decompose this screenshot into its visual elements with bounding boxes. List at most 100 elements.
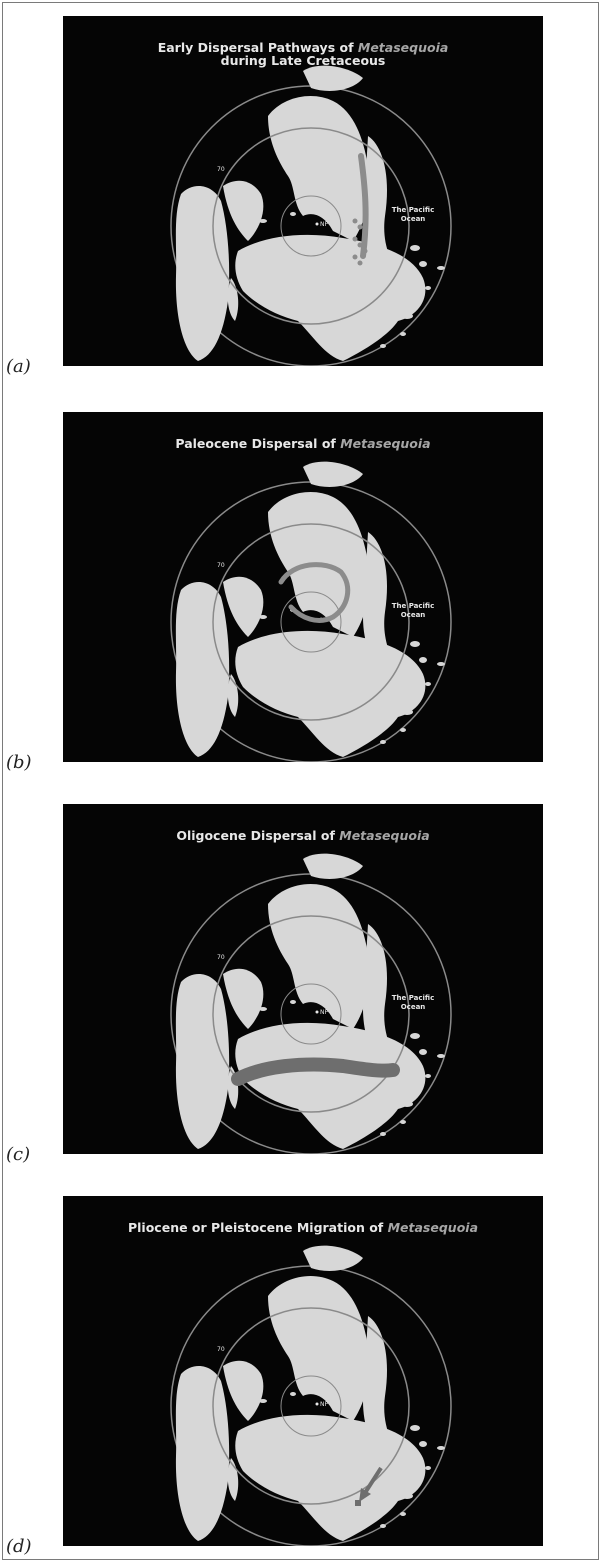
landmasses — [175, 65, 445, 361]
latitude-circle — [212, 1307, 410, 1505]
migration-arrow-head — [359, 1488, 371, 1502]
island — [425, 286, 431, 290]
island — [380, 1132, 386, 1136]
island — [400, 728, 406, 732]
dispersal-pathway — [278, 562, 351, 623]
polar-map: Oligocene Dispersal of Metasequoia 70 NP Th… — [63, 804, 543, 1154]
latitude-label: 70 — [217, 1346, 225, 1353]
fossil-locality-marker — [357, 260, 363, 266]
island — [425, 1074, 431, 1078]
island — [410, 1033, 420, 1039]
refugium-marker — [355, 1500, 361, 1506]
landmass-north-america — [268, 1276, 370, 1421]
panel-letter: (d) — [6, 1536, 32, 1557]
landmass-asia — [235, 1414, 426, 1541]
landmass-africa — [175, 973, 230, 1149]
island — [400, 332, 406, 336]
island — [290, 212, 296, 216]
landmass-arctic-island — [303, 853, 363, 879]
landmasses — [175, 461, 445, 757]
landmass-africa — [175, 1365, 230, 1541]
fossil-locality-marker — [362, 230, 368, 236]
island — [437, 266, 445, 270]
panel-title: Early Dispersal Pathways of Metasequoia — [158, 40, 449, 55]
map-panel: Oligocene Dispersal of Metasequoia 70 NP Th… — [0, 804, 603, 1174]
landmass-asia — [235, 630, 426, 757]
landmass-europe — [223, 1360, 264, 1421]
island — [259, 1007, 267, 1011]
panel-letter: (c) — [6, 1144, 31, 1165]
ocean-label: Ocean — [401, 611, 426, 619]
island — [437, 1054, 445, 1058]
landmass-asia — [235, 234, 426, 361]
panel-title: Pliocene or Pleistocene Migration of Met… — [128, 1220, 478, 1235]
latitude-circle — [212, 127, 410, 325]
dispersal-pathway — [358, 153, 369, 259]
island — [380, 1524, 386, 1528]
island — [419, 261, 427, 267]
landmass-arctic-island — [303, 1245, 363, 1271]
island — [259, 1399, 267, 1403]
island — [380, 344, 386, 348]
pole-marker — [315, 1010, 319, 1014]
landmass-north-america — [268, 884, 370, 1029]
landmass-arctic-island — [303, 461, 363, 487]
latitude-circle — [212, 915, 410, 1113]
fossil-locality-marker — [357, 224, 363, 230]
landmass-north-america — [268, 96, 370, 241]
ocean-label: Ocean — [401, 215, 426, 223]
panel-letter: (a) — [6, 356, 31, 377]
taxon-name: Metasequoia — [388, 1220, 478, 1235]
pole-label: NP — [320, 1009, 328, 1016]
taxon-name: Metasequoia — [358, 40, 448, 55]
island — [259, 219, 267, 223]
landmass-africa — [175, 581, 230, 757]
latitude-label: 70 — [217, 954, 225, 961]
panel-title: Oligocene Dispersal of Metasequoia — [176, 828, 429, 843]
latitude-label: 70 — [217, 562, 225, 569]
map-panel: Paleocene Dispersal of Metasequoia 70 NP Th… — [0, 412, 603, 782]
island — [425, 1466, 431, 1470]
island — [419, 1049, 427, 1055]
pole-label: NP — [320, 1401, 328, 1408]
island — [290, 1392, 296, 1396]
pole-label: NP — [320, 221, 328, 228]
ocean-label: The Pacific — [392, 994, 435, 1002]
polar-circle — [280, 591, 342, 653]
island — [400, 1512, 406, 1516]
title-text: Pliocene or Pleistocene Migration of — [128, 1220, 388, 1235]
landmasses — [175, 1245, 445, 1541]
island — [290, 1000, 296, 1004]
island — [410, 641, 420, 647]
ocean-label: Ocean — [401, 1003, 426, 1011]
title-text: Oligocene Dispersal of — [176, 828, 339, 843]
landmass-africa — [175, 185, 230, 361]
polar-circle — [280, 195, 342, 257]
island — [419, 1441, 427, 1447]
island — [425, 682, 431, 686]
island — [259, 615, 267, 619]
map-panel: Early Dispersal Pathways of Metasequoia d… — [0, 16, 603, 386]
title-text: during Late Cretaceous — [221, 53, 386, 68]
landmass-europe — [223, 968, 264, 1029]
island — [410, 1425, 420, 1431]
latitude-label: 70 — [217, 166, 225, 173]
panel-letter: (b) — [6, 752, 32, 773]
landmasses — [175, 853, 445, 1149]
fossil-locality-marker — [352, 236, 358, 242]
landmass-europe — [223, 576, 264, 637]
polar-map: Pliocene or Pleistocene Migration of Met… — [63, 1196, 543, 1546]
island — [401, 1493, 413, 1499]
ocean-label: The Pacific — [392, 206, 435, 214]
pole-marker — [315, 1402, 319, 1406]
panel-title: Paleocene Dispersal of Metasequoia — [175, 436, 430, 451]
latitude-circle — [212, 523, 410, 721]
island — [437, 662, 445, 666]
landmass-arctic-island — [303, 65, 363, 91]
fossil-locality-marker — [362, 248, 368, 254]
map-panel: Pliocene or Pleistocene Migration of Met… — [0, 1196, 603, 1566]
ocean-label: The Pacific — [392, 602, 435, 610]
polar-circle — [280, 1375, 342, 1437]
pole-marker — [315, 222, 319, 226]
polar-circle — [280, 983, 342, 1045]
